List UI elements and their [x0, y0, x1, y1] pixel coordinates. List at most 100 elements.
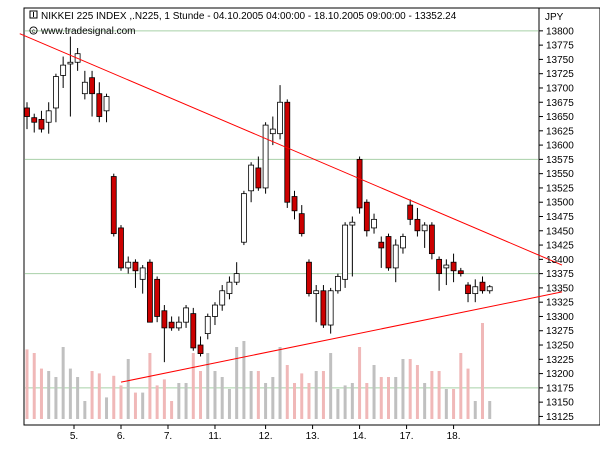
candle: [197, 336, 204, 357]
volume-bar: [285, 365, 289, 419]
candle-body: [240, 193, 247, 243]
volume-bar: [408, 359, 412, 419]
volume-bar: [466, 368, 470, 419]
candle-body: [378, 241, 385, 249]
volume-bar: [141, 392, 145, 419]
candle-body: [479, 281, 486, 292]
candle-body: [53, 76, 59, 109]
candle: [486, 285, 493, 294]
candle-body: [450, 261, 457, 272]
candle: [233, 262, 240, 286]
candle: [38, 110, 45, 133]
volume-bar: [401, 359, 405, 419]
candle-body: [356, 158, 363, 209]
candle: [385, 233, 392, 271]
candle-body: [255, 167, 262, 189]
candle-body: [407, 204, 414, 220]
candle: [132, 259, 139, 288]
candle: [407, 199, 414, 226]
volume-bar: [387, 377, 390, 419]
candle: [45, 102, 52, 134]
candle: [31, 113, 38, 133]
y-tick-label: 13500: [546, 198, 574, 209]
candle: [212, 302, 218, 326]
candle-body: [226, 281, 233, 295]
candle-body: [139, 267, 146, 280]
currency-label: JPY: [545, 12, 564, 23]
candle: [269, 116, 276, 146]
candle: [371, 213, 377, 234]
y-tick-label: 13375: [546, 269, 574, 280]
volume-bar: [307, 383, 311, 419]
candle-body: [269, 128, 276, 135]
candle: [443, 259, 450, 286]
y-tick-label: 13400: [546, 255, 574, 266]
y-tick-label: 13750: [546, 55, 574, 66]
candle-body: [190, 313, 197, 349]
candle: [67, 36, 74, 117]
chart-title: NIKKEI 225 INDEX ,.N225, 1 Stunde - 04.1…: [41, 11, 457, 22]
candle-body: [392, 244, 399, 269]
candle: [428, 222, 435, 260]
candle: [400, 233, 406, 254]
candle: [103, 93, 110, 123]
candle-body: [147, 261, 153, 323]
candle-body: [363, 201, 370, 232]
candle: [421, 222, 428, 248]
y-tick-label: 13525: [546, 183, 574, 194]
volume-bar: [336, 389, 340, 419]
volume-bar: [423, 383, 427, 419]
volume-bar: [105, 397, 109, 419]
candle-body: [342, 224, 349, 280]
candle-body: [168, 321, 175, 329]
candle-body: [125, 261, 132, 269]
y-tick-label: 13425: [546, 241, 574, 252]
candle-body: [400, 236, 406, 249]
volume-bar: [227, 389, 231, 419]
candle-body: [313, 290, 320, 295]
x-tick-label: 17.: [400, 431, 414, 442]
candle: [313, 285, 320, 323]
candle-body: [197, 344, 204, 354]
volume-bar: [162, 379, 166, 419]
candle: [248, 162, 255, 203]
volume-bar: [25, 349, 29, 419]
y-tick-label: 13475: [546, 212, 574, 223]
volume-bar: [473, 401, 477, 419]
candle: [363, 199, 370, 237]
candle-body: [219, 290, 226, 306]
volume-bar: [415, 365, 419, 419]
x-tick-label: 14.: [353, 431, 367, 442]
volume-bar: [488, 401, 492, 419]
volume-bar: [133, 392, 137, 419]
y-tick-label: 13175: [546, 383, 574, 394]
volume-bar: [220, 377, 224, 419]
y-tick-label: 13575: [546, 155, 574, 166]
volume-bar: [177, 383, 181, 419]
candle-body: [45, 110, 52, 123]
candle: [96, 82, 103, 123]
candle: [24, 102, 30, 130]
candle: [298, 205, 305, 237]
candle-body: [161, 310, 168, 329]
volume-bar: [90, 371, 94, 419]
candle-body: [154, 278, 161, 317]
candle: [81, 70, 88, 100]
volume-bar: [459, 353, 463, 419]
volume-bar: [184, 383, 188, 419]
candle-body: [110, 176, 117, 235]
candle: [277, 85, 283, 140]
volume-bar: [314, 371, 318, 419]
volume-bar: [358, 347, 362, 419]
volume-bar: [452, 389, 456, 419]
trendline: [120, 291, 563, 383]
volume-bar: [119, 385, 123, 419]
candle-body: [443, 264, 450, 269]
x-tick-label: 11.: [208, 431, 221, 442]
y-tick-label: 13350: [546, 283, 574, 294]
x-tick-label: 6.: [117, 431, 125, 442]
volume-bar: [264, 383, 268, 419]
candle-body: [334, 276, 341, 292]
y-tick-label: 13625: [546, 126, 574, 137]
candle-body: [103, 96, 110, 112]
